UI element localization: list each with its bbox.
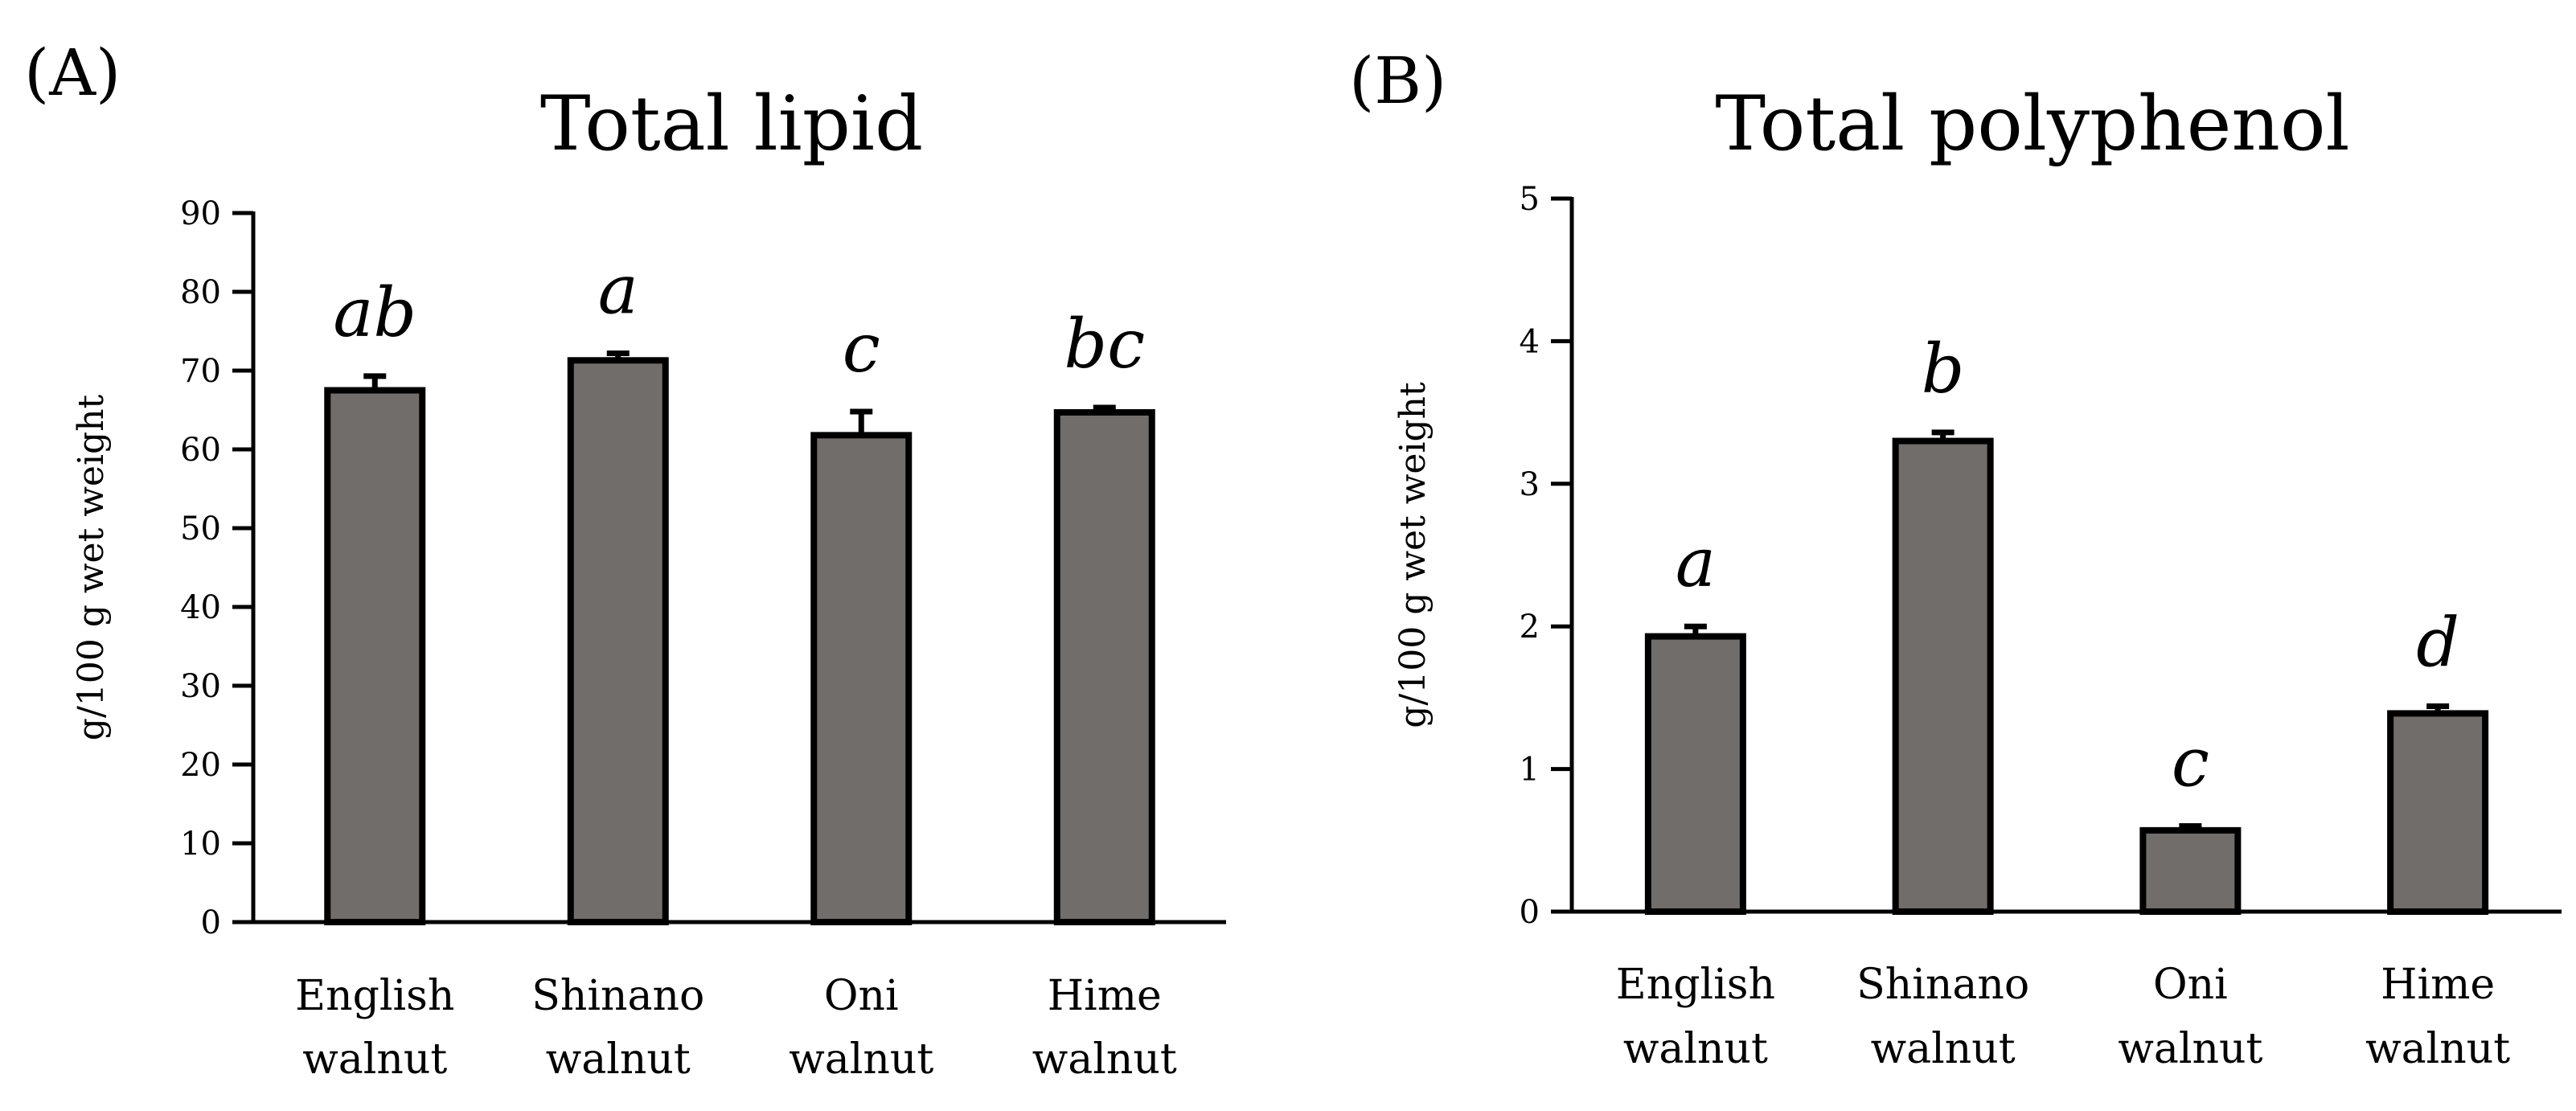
y-axis-label: g/100 g wet weight [71, 394, 112, 740]
significance-label: ab [333, 273, 416, 352]
y-tick-label: 3 [1520, 466, 1540, 503]
x-tick-label: Shinano [1856, 961, 2029, 1009]
panel-label: (B) [1349, 43, 1446, 118]
x-tick-label: Shinano [531, 972, 704, 1020]
y-tick-label: 5 [1520, 181, 1540, 218]
x-tick-label: walnut [2365, 1025, 2510, 1073]
y-tick-label: 90 [180, 195, 221, 232]
chart-title: Total lipid [540, 80, 923, 168]
x-tick-label: English [1616, 961, 1775, 1009]
x-tick-label: walnut [789, 1035, 933, 1084]
bar [1892, 437, 1994, 915]
y-tick-label: 20 [180, 747, 221, 784]
bar [567, 357, 669, 925]
significance-label: bc [1064, 305, 1145, 383]
bar [2387, 710, 2489, 915]
x-tick-label: walnut [546, 1035, 691, 1084]
significance-label: a [598, 250, 638, 329]
y-tick-label: 1 [1520, 752, 1540, 789]
bar [1053, 408, 1155, 925]
y-axis-label: g/100 g wet weight [1393, 382, 1434, 728]
significance-label: c [843, 309, 880, 387]
significance-label: b [1922, 330, 1965, 408]
chart-panel-1: (B) Total polyphenol g/100 g wet weight 0 1 2… [1349, 43, 2562, 1073]
y-tick-label: 30 [180, 668, 221, 705]
y-tick-label: 60 [180, 432, 221, 469]
x-tick-label: walnut [1623, 1025, 1768, 1073]
bar [2139, 826, 2242, 915]
x-tick-label: Oni [824, 972, 899, 1020]
y-tick-label: 4 [1520, 323, 1540, 360]
y-tick-label: 80 [180, 274, 221, 311]
x-tick-label: walnut [1871, 1025, 2016, 1073]
x-tick-label: Hime [2381, 961, 2495, 1009]
x-tick-label: walnut [302, 1035, 447, 1084]
x-tick-label: Oni [2153, 961, 2228, 1009]
y-tick-label: 0 [1520, 894, 1540, 931]
bar [1644, 633, 1746, 915]
significance-label: d [2416, 604, 2459, 683]
y-tick-label: 40 [180, 589, 221, 626]
y-tick-label: 2 [1520, 609, 1540, 646]
y-tick-label: 50 [180, 510, 221, 547]
y-tick-label: 70 [180, 353, 221, 390]
panel-label: (A) [24, 35, 121, 110]
x-tick-label: Hime [1048, 972, 1162, 1020]
chart-panel-0: (A) Total lipid g/100 g wet weight 0 10 20 30 4… [24, 35, 1226, 1084]
chart-title: Total polyphenol [1715, 80, 2349, 168]
significance-label: a [1676, 523, 1716, 602]
x-tick-label: walnut [1032, 1035, 1177, 1084]
y-tick-label: 10 [180, 826, 221, 863]
x-tick-label: English [295, 972, 454, 1020]
x-tick-label: walnut [2118, 1025, 2262, 1073]
bar [324, 387, 426, 925]
significance-label: c [2172, 724, 2209, 802]
y-tick-label: 0 [201, 904, 221, 941]
bar [810, 432, 913, 925]
